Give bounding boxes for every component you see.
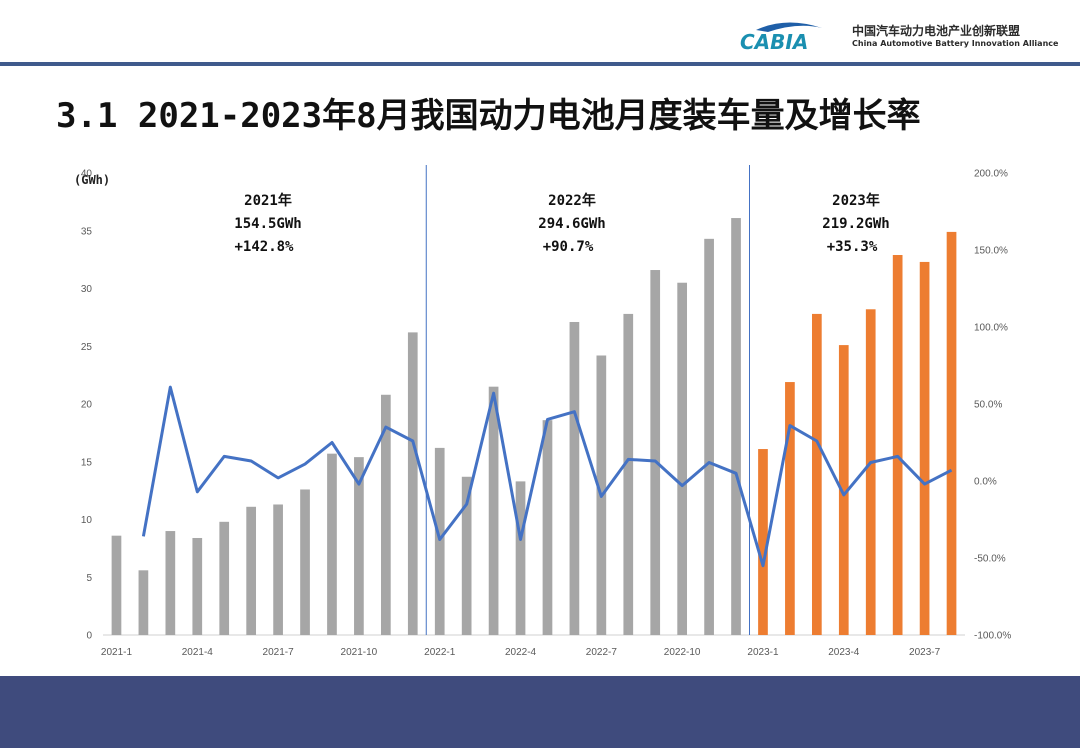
right-axis-tick: 150.0% bbox=[974, 246, 1008, 257]
footer-band bbox=[0, 676, 1080, 748]
monthly-installation-chart: (GWh) 0 5 10 15 20 25 30 35 40 -100.0% -50.0% 0.0% 5… bbox=[74, 165, 1011, 658]
bar-2022-4 bbox=[515, 481, 526, 635]
annotation-year: 2023年 bbox=[832, 192, 880, 209]
bar-2023-3 bbox=[811, 313, 822, 635]
slide-title: 3.1 2021-2023年8月我国动力电池月度装车量及增长率 bbox=[56, 96, 921, 136]
x-axis-tick: 2022-4 bbox=[505, 647, 537, 658]
left-axis-tick: 5 bbox=[86, 573, 92, 584]
bar-2023-8 bbox=[946, 231, 957, 635]
annotation-total: 219.2GWh bbox=[822, 216, 889, 232]
annotation-total: 294.6GWh bbox=[538, 216, 605, 232]
left-axis-tick: 25 bbox=[81, 342, 93, 353]
x-axis-tick: 2021-10 bbox=[341, 647, 378, 658]
x-axis-tick: 2022-10 bbox=[664, 647, 701, 658]
bar-2021-1 bbox=[111, 535, 122, 635]
org-name-en: China Automotive Battery Innovation Alli… bbox=[852, 39, 1059, 48]
bar-2022-6 bbox=[569, 321, 580, 635]
x-axis-tick: 2023-4 bbox=[828, 647, 860, 658]
header-band bbox=[0, 0, 1080, 64]
left-axis-tick: 20 bbox=[81, 400, 93, 411]
bar-2021-7 bbox=[273, 504, 283, 635]
bar-2021-9 bbox=[327, 453, 337, 635]
left-axis-tick: 10 bbox=[81, 515, 93, 526]
x-axis-tick: 2022-1 bbox=[424, 647, 456, 658]
bar-2021-6 bbox=[246, 506, 257, 635]
bar-2022-2 bbox=[461, 476, 472, 635]
x-axis-tick: 2023-7 bbox=[909, 647, 941, 658]
annotation-growth: +35.3% bbox=[827, 239, 878, 255]
logo-text: CABIA bbox=[740, 30, 808, 54]
right-axis-tick: -100.0% bbox=[974, 631, 1011, 642]
right-axis-tick: -50.0% bbox=[974, 554, 1006, 565]
right-axis-tick: 200.0% bbox=[974, 169, 1008, 180]
growth-rate-line bbox=[141, 385, 953, 568]
bar-2023-1 bbox=[758, 449, 768, 635]
annotation-year: 2022年 bbox=[548, 192, 596, 209]
annotation-total: 154.5GWh bbox=[234, 216, 301, 232]
bar-2021-5 bbox=[219, 521, 230, 635]
left-axis-tick: 40 bbox=[81, 169, 93, 180]
bar-2021-12 bbox=[407, 332, 418, 635]
bar-2021-2 bbox=[138, 570, 149, 635]
bar-2022-8 bbox=[623, 313, 634, 635]
right-axis-tick: 0.0% bbox=[974, 477, 997, 488]
x-axis-tick: 2023-1 bbox=[747, 647, 779, 658]
bar-2023-7 bbox=[919, 261, 930, 635]
left-axis-unit: (GWh) bbox=[74, 173, 110, 187]
bar-2023-5 bbox=[865, 309, 876, 635]
left-axis-tick: 30 bbox=[81, 284, 93, 295]
bar-2022-10 bbox=[677, 282, 688, 635]
right-axis-tick: 50.0% bbox=[974, 400, 1002, 411]
left-axis-tick: 0 bbox=[86, 631, 92, 642]
bar-2022-11 bbox=[704, 238, 714, 635]
bar-2023-4 bbox=[838, 345, 849, 635]
bar-2021-10 bbox=[354, 457, 364, 635]
x-axis-tick: 2021-1 bbox=[101, 647, 133, 658]
x-axis-tick: 2021-7 bbox=[263, 647, 295, 658]
x-axis-tick: 2022-7 bbox=[586, 647, 618, 658]
bar-2022-5 bbox=[542, 420, 553, 635]
right-axis-tick: 100.0% bbox=[974, 323, 1008, 334]
left-axis-tick: 35 bbox=[81, 226, 93, 237]
bar-2022-3 bbox=[488, 386, 499, 635]
bar-2021-3 bbox=[165, 531, 176, 635]
logo-swoosh bbox=[756, 22, 822, 32]
header-divider bbox=[0, 62, 1080, 66]
bar-2023-6 bbox=[892, 255, 903, 635]
left-axis-tick: 15 bbox=[81, 457, 93, 468]
org-name-cn: 中国汽车动力电池产业创新联盟 bbox=[852, 24, 1021, 38]
bar-2022-1 bbox=[434, 447, 445, 635]
cabia-logo: CABIA bbox=[740, 22, 822, 54]
annotation-year: 2021年 bbox=[244, 192, 292, 209]
bar-2023-2 bbox=[785, 382, 795, 635]
x-axis-tick: 2021-4 bbox=[182, 647, 214, 658]
bar-2021-11 bbox=[380, 394, 391, 635]
bar-2021-8 bbox=[300, 489, 310, 635]
bar-2021-4 bbox=[192, 537, 203, 635]
annotation-growth: +90.7% bbox=[543, 239, 594, 255]
bar-2022-9 bbox=[650, 270, 661, 635]
bar-2022-12 bbox=[731, 218, 741, 636]
annotation-growth: +142.8% bbox=[234, 239, 294, 255]
